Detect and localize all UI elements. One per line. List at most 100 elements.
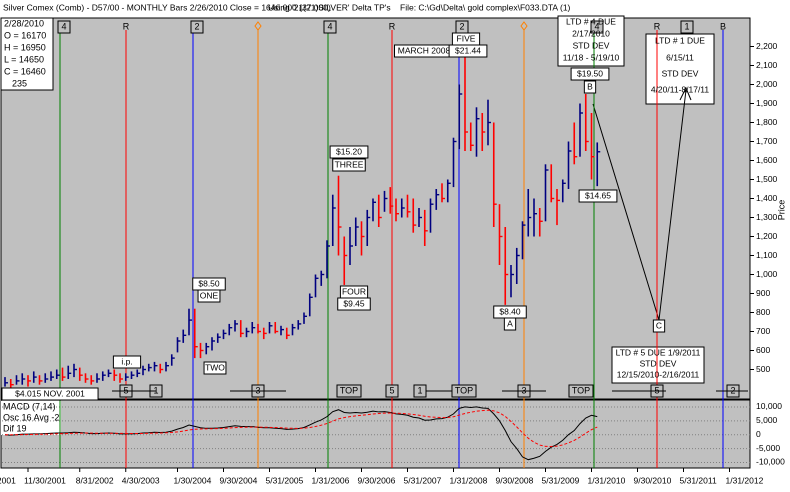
- x-tick-label: 9/30/2010: [634, 475, 672, 485]
- marker: 5: [389, 385, 394, 395]
- x-tick-label: 1/30/2004: [174, 475, 212, 485]
- macd-label: Dif 19: [3, 423, 27, 433]
- annotation: $14.65: [585, 190, 611, 200]
- marker: 4: [594, 21, 599, 31]
- y-tick-label: 1,900: [756, 98, 778, 108]
- annotation: C: [656, 320, 662, 330]
- marker: R: [654, 21, 661, 31]
- y2-tick-label: 10,000: [756, 401, 782, 411]
- annotation-box: [578, 189, 618, 203]
- y-tick-label: 1,700: [756, 136, 778, 146]
- y-tick-label: 800: [756, 307, 770, 317]
- annotation: 12/15/2010-2/16/2011: [617, 369, 700, 379]
- annotation: FOUR: [342, 286, 366, 296]
- x-tick-label: 1/31/2006: [312, 475, 350, 485]
- y-tick-label: 1,100: [756, 250, 778, 260]
- x-tick-label: 1/31/2010: [588, 475, 626, 485]
- macd-line: [4, 409, 598, 447]
- marker: 5: [654, 385, 659, 395]
- annotation: 4/20/11-8/17/11: [651, 84, 710, 94]
- annotation-box: [337, 297, 371, 311]
- info: L = 14650: [4, 54, 44, 64]
- y-tick-label: 500: [756, 364, 770, 374]
- marker: 1: [153, 385, 158, 395]
- info: O = 16170: [4, 30, 46, 40]
- info: 2/28/2010: [4, 18, 44, 28]
- y2-tick-label: 5,000: [756, 415, 778, 425]
- y-tick-label: 1,200: [756, 231, 778, 241]
- x-tick-label: 1/31/2008: [450, 475, 488, 485]
- annotation-box: [112, 355, 142, 369]
- x-tick-label: 5/31/2009: [542, 475, 580, 485]
- y-tick-label: 2,200: [756, 41, 778, 51]
- info-box: [0, 17, 54, 91]
- y-tick-label: 1,800: [756, 117, 778, 127]
- x-tick-label: 5/31/2005: [266, 475, 304, 485]
- y2-tick-label: -10,000: [756, 457, 785, 467]
- annotation-box: [203, 361, 227, 375]
- marker-box: [385, 384, 399, 398]
- marker: 3: [255, 385, 260, 395]
- y2-tick-label: -5,000: [756, 443, 780, 453]
- marker: 2: [730, 385, 735, 395]
- annotation-box: [332, 158, 366, 172]
- info: H = 16950: [4, 42, 46, 52]
- y-tick-label: 2,100: [756, 60, 778, 70]
- marker: 4: [327, 21, 332, 31]
- annotation: $4.015 NOV. 2001: [15, 388, 85, 398]
- annotation: STD DEV: [573, 40, 610, 50]
- marker: 3: [521, 385, 526, 395]
- y2-tick-label: 0: [756, 429, 761, 439]
- annotation: STD DEV: [662, 68, 699, 78]
- x-tick-label: 3/31/2001: [0, 475, 16, 485]
- marker: 1: [684, 21, 689, 31]
- annotation: STD DEV: [640, 358, 677, 368]
- x-tick-label: 1/31/2012: [726, 475, 764, 485]
- y-axis-title: Price: [776, 200, 786, 221]
- x-tick-label: 5/31/2011: [680, 475, 717, 485]
- info: C = 16460: [4, 66, 46, 76]
- y-tick-label: 2,000: [756, 79, 778, 89]
- annotation: B: [587, 81, 593, 91]
- marker: TOP: [340, 385, 358, 395]
- annotation: LTD # 1 DUE: [655, 35, 705, 45]
- marker: 4: [61, 21, 66, 31]
- marker-box: [590, 20, 604, 34]
- y-tick-label: 1,300: [756, 212, 778, 222]
- macd-label: MACD (7,14): [3, 401, 56, 411]
- header-using: Using '21(21)SILVER' Delta TP's: [268, 2, 391, 12]
- annotation: MARCH 2008: [398, 45, 451, 55]
- marker: 5: [123, 385, 128, 395]
- annotation: LTD # 4 DUE: [566, 16, 616, 26]
- price-panel: [0, 17, 751, 400]
- annotation-box: [570, 67, 610, 81]
- annotation: i.p.: [121, 356, 132, 366]
- note-box: [611, 346, 705, 384]
- annotation: 6/15/11: [666, 52, 694, 62]
- annotation: THREE: [335, 159, 364, 169]
- marker: B: [720, 21, 726, 31]
- header-title: Silver Comex (Comb) - D57/00 - MONTHLY B…: [3, 2, 331, 12]
- marker: TOP: [572, 385, 590, 395]
- annotation: LTD # 5 DUE 1/9/2011: [616, 347, 701, 357]
- x-tick-label: 9/30/2004: [220, 475, 258, 485]
- annotation-box: [448, 44, 488, 58]
- marker: 1: [417, 385, 422, 395]
- marker-box: [57, 20, 71, 34]
- annotation: TWO: [205, 362, 225, 372]
- marker: R: [123, 21, 130, 31]
- x-tick-label: 11/30/2001: [24, 475, 66, 485]
- annotation: 2/17/2010: [572, 28, 610, 38]
- y-tick-label: 1,000: [756, 269, 778, 279]
- arrow-head: [679, 86, 692, 101]
- marker-box: [568, 384, 594, 398]
- marker: R: [389, 21, 396, 31]
- cycle-diamond: [254, 21, 262, 31]
- marker-box: [680, 20, 694, 34]
- x-tick-label: 4/30/2003: [122, 475, 160, 485]
- y-tick-label: 900: [756, 288, 770, 298]
- annotation-box: [1, 387, 99, 401]
- annotation: $8.50: [198, 278, 220, 288]
- annotation-box: [583, 80, 597, 94]
